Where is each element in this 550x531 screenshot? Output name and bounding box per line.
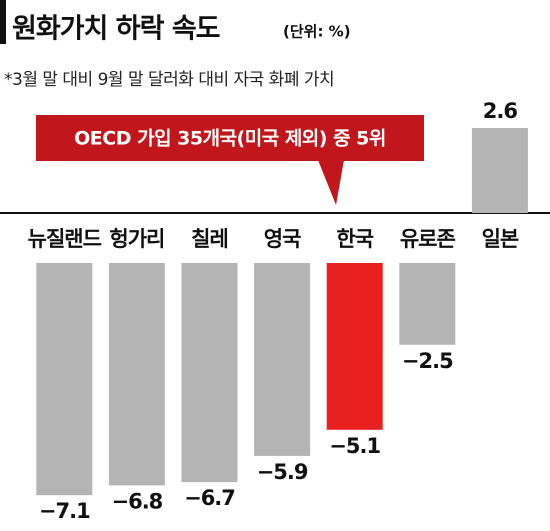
category-label: 뉴질랜드	[28, 227, 102, 251]
value-label: −6.8	[112, 489, 163, 513]
bar	[471, 127, 528, 213]
value-label: −2.5	[402, 349, 453, 373]
value-label: −5.1	[329, 434, 380, 458]
category-label: 유로존	[400, 227, 456, 251]
subtitle: *3월 말 대비 9월 말 달러화 대비 자국 화폐 가치	[4, 70, 334, 90]
value-label: −5.9	[257, 460, 308, 484]
bar	[36, 263, 93, 496]
bar	[326, 263, 383, 430]
category-label: 영국	[264, 227, 301, 251]
chart-title: 원화가치 하락 속도	[12, 14, 220, 45]
category-label: 헝가리	[109, 227, 164, 251]
value-label: −7.1	[39, 499, 90, 523]
bar	[399, 263, 456, 345]
bar	[181, 263, 238, 483]
annotation-box	[36, 115, 424, 161]
annotation-pointer	[318, 160, 344, 205]
annotation: OECD 가입 35개국(미국 제외) 중 5위	[74, 128, 386, 150]
unit-label: (단위: %)	[283, 23, 351, 41]
bar	[108, 263, 165, 486]
title-accent	[0, 0, 6, 44]
category-label: 일본	[482, 227, 519, 251]
bar	[254, 263, 311, 456]
value-label: 2.6	[483, 99, 518, 123]
value-label: −6.7	[184, 486, 235, 510]
category-label: 칠레	[191, 227, 228, 251]
category-label: 한국	[336, 227, 373, 251]
